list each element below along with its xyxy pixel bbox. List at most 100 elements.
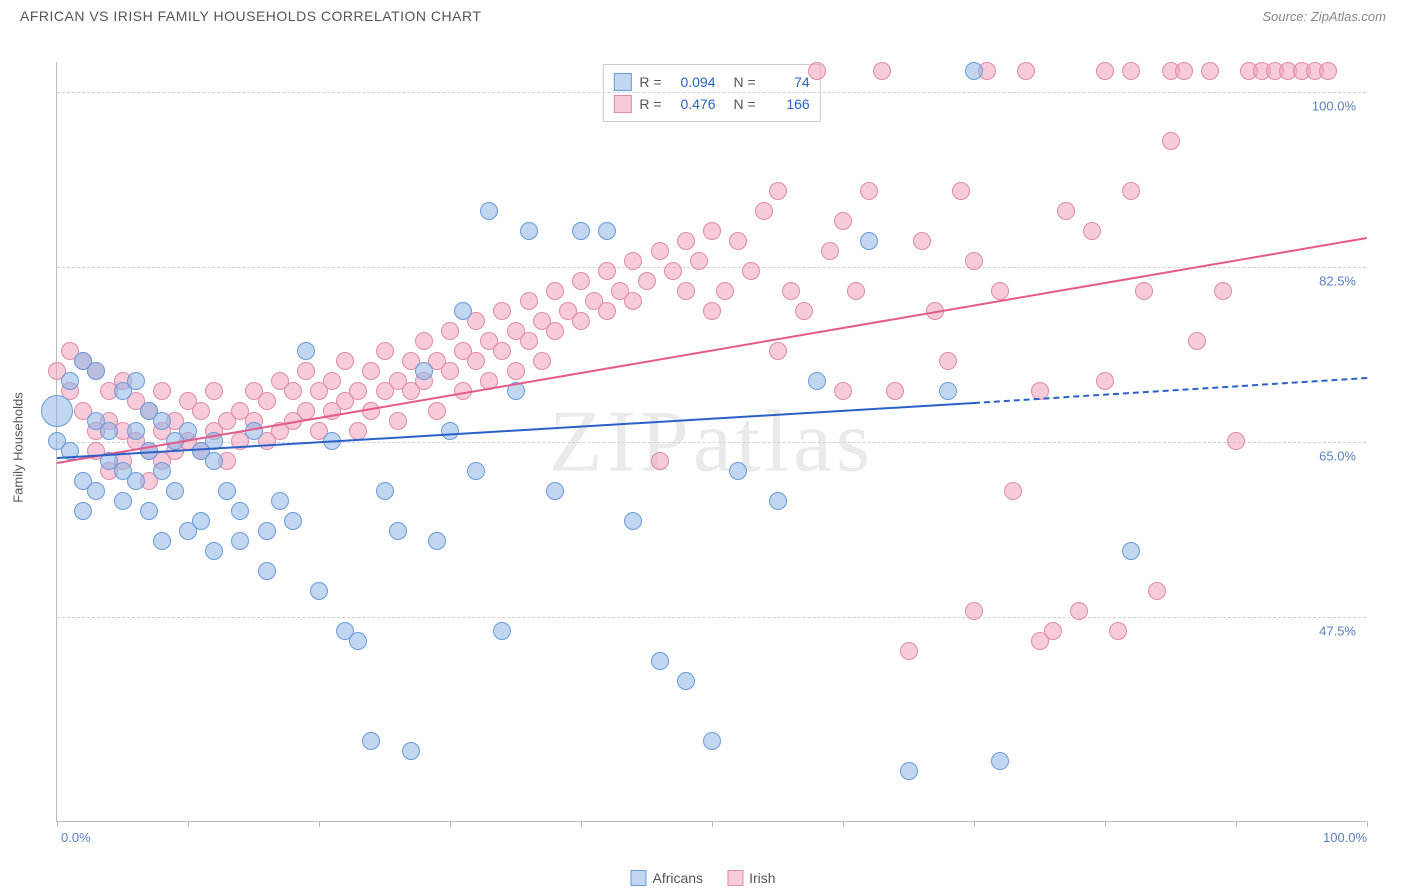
scatter-point bbox=[415, 362, 433, 380]
scatter-point bbox=[493, 342, 511, 360]
scatter-point bbox=[362, 732, 380, 750]
scatter-point bbox=[1135, 282, 1153, 300]
scatter-point bbox=[323, 372, 341, 390]
scatter-point bbox=[677, 282, 695, 300]
scatter-point bbox=[572, 312, 590, 330]
scatter-point bbox=[651, 452, 669, 470]
scatter-point bbox=[192, 402, 210, 420]
scatter-point bbox=[166, 482, 184, 500]
scatter-point bbox=[362, 362, 380, 380]
scatter-point bbox=[100, 422, 118, 440]
scatter-point bbox=[153, 412, 171, 430]
scatter-point bbox=[1227, 432, 1245, 450]
scatter-point bbox=[376, 342, 394, 360]
scatter-point bbox=[860, 232, 878, 250]
x-tick-label: 100.0% bbox=[1323, 830, 1367, 845]
scatter-point bbox=[1017, 62, 1035, 80]
legend-item-africans: Africans bbox=[630, 870, 703, 886]
scatter-point bbox=[389, 412, 407, 430]
scatter-point bbox=[87, 362, 105, 380]
scatter-point bbox=[284, 512, 302, 530]
scatter-point bbox=[153, 382, 171, 400]
scatter-point bbox=[192, 512, 210, 530]
scatter-point bbox=[127, 372, 145, 390]
scatter-point bbox=[847, 282, 865, 300]
x-tick bbox=[188, 821, 189, 827]
scatter-point bbox=[664, 262, 682, 280]
series-legend: Africans Irish bbox=[630, 870, 775, 886]
scatter-point bbox=[205, 382, 223, 400]
scatter-point bbox=[231, 502, 249, 520]
scatter-point bbox=[795, 302, 813, 320]
legend-swatch-africans bbox=[613, 73, 631, 91]
x-tick bbox=[1367, 821, 1368, 827]
scatter-point bbox=[1122, 542, 1140, 560]
scatter-point bbox=[729, 462, 747, 480]
scatter-point bbox=[493, 622, 511, 640]
scatter-point bbox=[769, 182, 787, 200]
scatter-point bbox=[703, 732, 721, 750]
x-tick bbox=[712, 821, 713, 827]
scatter-point bbox=[336, 352, 354, 370]
scatter-point bbox=[376, 482, 394, 500]
scatter-point bbox=[153, 462, 171, 480]
scatter-point bbox=[153, 532, 171, 550]
scatter-point bbox=[651, 652, 669, 670]
scatter-point bbox=[598, 302, 616, 320]
legend-row-irish: R = 0.476 N = 166 bbox=[613, 93, 809, 115]
scatter-point bbox=[441, 422, 459, 440]
scatter-point bbox=[1319, 62, 1337, 80]
x-tick bbox=[974, 821, 975, 827]
scatter-point bbox=[952, 182, 970, 200]
y-tick-label: 47.5% bbox=[1319, 624, 1356, 639]
legend-swatch-irish bbox=[613, 95, 631, 113]
scatter-point bbox=[271, 492, 289, 510]
scatter-point bbox=[74, 502, 92, 520]
scatter-point bbox=[755, 202, 773, 220]
scatter-point bbox=[860, 182, 878, 200]
scatter-point bbox=[87, 482, 105, 500]
scatter-point bbox=[690, 252, 708, 270]
scatter-point bbox=[127, 472, 145, 490]
scatter-point bbox=[349, 382, 367, 400]
y-tick-label: 100.0% bbox=[1312, 99, 1356, 114]
legend-row-africans: R = 0.094 N = 74 bbox=[613, 71, 809, 93]
scatter-point bbox=[258, 392, 276, 410]
source-credit: Source: ZipAtlas.com bbox=[1262, 9, 1386, 24]
scatter-point bbox=[638, 272, 656, 290]
scatter-point bbox=[769, 492, 787, 510]
scatter-point bbox=[467, 462, 485, 480]
scatter-point bbox=[1004, 482, 1022, 500]
scatter-point bbox=[297, 362, 315, 380]
scatter-point bbox=[965, 252, 983, 270]
scatter-point bbox=[231, 532, 249, 550]
scatter-point bbox=[572, 222, 590, 240]
scatter-point bbox=[546, 482, 564, 500]
scatter-point bbox=[480, 202, 498, 220]
scatter-point bbox=[991, 282, 1009, 300]
scatter-point bbox=[598, 262, 616, 280]
scatter-point bbox=[218, 482, 236, 500]
scatter-point bbox=[873, 62, 891, 80]
scatter-point bbox=[965, 62, 983, 80]
scatter-point bbox=[900, 762, 918, 780]
scatter-point bbox=[886, 382, 904, 400]
scatter-point bbox=[1201, 62, 1219, 80]
scatter-point bbox=[1122, 182, 1140, 200]
gridline bbox=[57, 92, 1366, 93]
scatter-point bbox=[546, 282, 564, 300]
legend-item-irish: Irish bbox=[727, 870, 775, 886]
scatter-point bbox=[441, 362, 459, 380]
legend-swatch-africans-icon bbox=[630, 870, 646, 886]
x-tick bbox=[57, 821, 58, 827]
scatter-point bbox=[1096, 372, 1114, 390]
legend-swatch-irish-icon bbox=[727, 870, 743, 886]
scatter-point bbox=[703, 222, 721, 240]
scatter-point bbox=[258, 562, 276, 580]
scatter-point bbox=[297, 342, 315, 360]
scatter-point bbox=[205, 542, 223, 560]
scatter-point bbox=[205, 452, 223, 470]
scatter-point bbox=[428, 402, 446, 420]
trend-line bbox=[57, 237, 1367, 464]
x-tick-label: 0.0% bbox=[61, 830, 91, 845]
